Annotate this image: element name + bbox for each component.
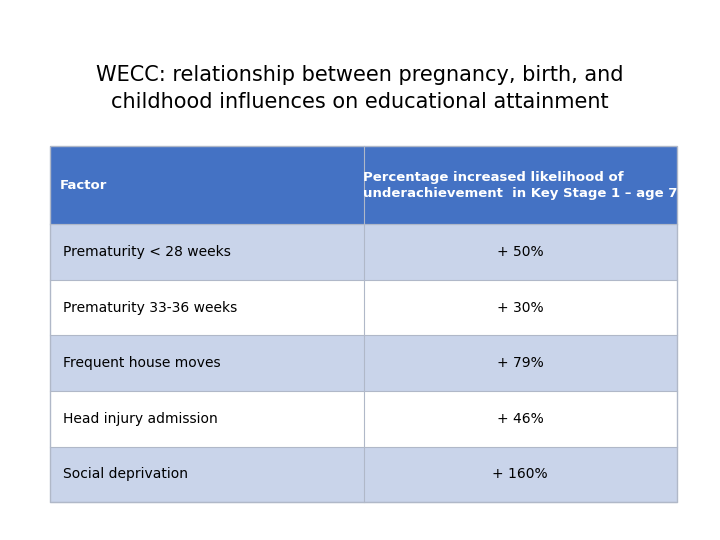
Text: Frequent house moves: Frequent house moves [63, 356, 221, 370]
Bar [50, 146, 677, 502]
Bar [50, 224, 677, 280]
Bar [50, 280, 677, 335]
Text: + 50%: + 50% [497, 245, 544, 259]
Text: Percentage increased likelihood of
underachievement  in Key Stage 1 – age 7: Percentage increased likelihood of under… [363, 171, 678, 199]
Text: Prematurity < 28 weeks: Prematurity < 28 weeks [63, 245, 231, 259]
Text: Factor: Factor [60, 179, 107, 192]
Text: Prematurity 33-36 weeks: Prematurity 33-36 weeks [63, 301, 238, 315]
Text: Social deprivation: Social deprivation [63, 468, 189, 481]
Bar [50, 335, 677, 391]
Bar [50, 391, 677, 447]
Text: Head injury admission: Head injury admission [63, 412, 218, 426]
Text: + 46%: + 46% [497, 412, 544, 426]
Text: WECC: relationship between pregnancy, birth, and
childhood influences on educati: WECC: relationship between pregnancy, bi… [96, 65, 624, 112]
Bar [50, 146, 677, 224]
Bar [50, 447, 677, 502]
Text: + 30%: + 30% [497, 301, 544, 315]
Text: + 79%: + 79% [497, 356, 544, 370]
Text: + 160%: + 160% [492, 468, 548, 481]
